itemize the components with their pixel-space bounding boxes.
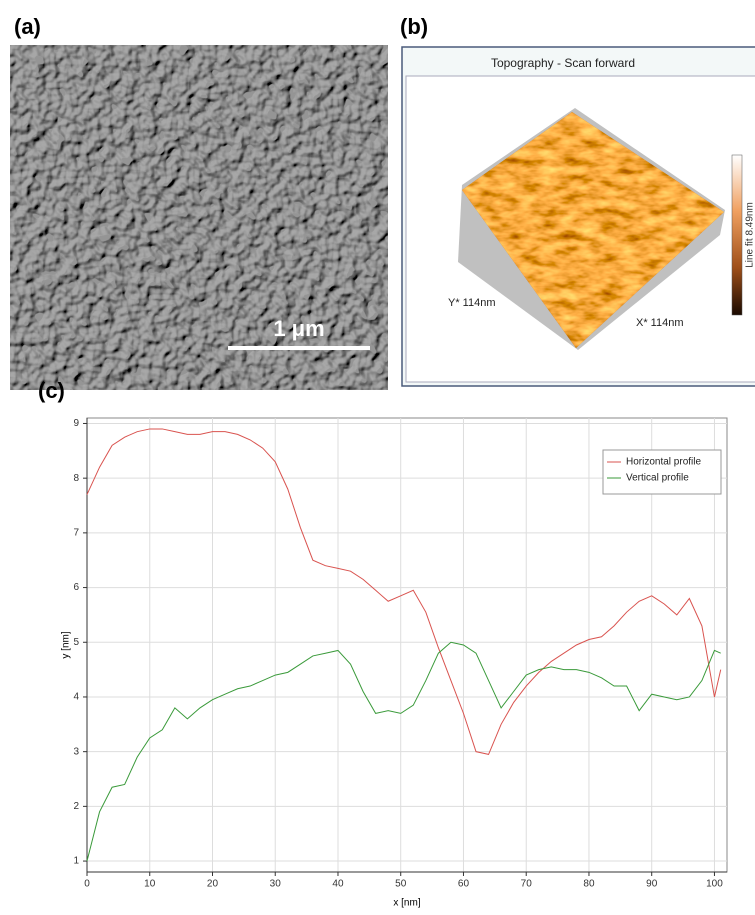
x-tick-label: 90 xyxy=(646,879,658,890)
afm-y-label: Y* 114nm xyxy=(448,297,496,309)
y-tick-label: 8 xyxy=(73,473,79,484)
sem-texture xyxy=(10,45,388,390)
legend-box xyxy=(602,449,722,495)
y-tick-label: 5 xyxy=(73,637,79,648)
x-tick-label: 0 xyxy=(84,879,90,890)
x-tick-label: 80 xyxy=(583,879,595,890)
y-tick-label: 3 xyxy=(73,746,79,757)
x-tick-label: 70 xyxy=(521,879,533,890)
x-axis-label: x [nm] xyxy=(393,898,420,909)
y-tick-label: 9 xyxy=(73,418,79,429)
y-tick-label: 1 xyxy=(73,856,79,867)
panel-label: (c) xyxy=(38,378,65,403)
legend-label: Vertical profile xyxy=(626,473,689,484)
line-chart: 0 10 20 30 40 50 60 70 80 90 100 1 2 3 4 5 6 7 8 9 x [nm] y [… xyxy=(61,417,728,909)
panel-label: (b) xyxy=(400,14,428,39)
line-series xyxy=(86,641,721,862)
colorbar-label: Line fit 8.49nm xyxy=(745,202,755,268)
y-tick-label: 4 xyxy=(73,692,79,703)
y-tick-label: 2 xyxy=(73,801,79,812)
legend-label: Horizontal profile xyxy=(626,457,701,468)
afm-title: Topography - Scan forward xyxy=(491,56,635,70)
afm-x-label: X* 114nm xyxy=(636,317,684,329)
y-tick-label: 6 xyxy=(73,582,79,593)
x-tick-label: 100 xyxy=(706,879,723,890)
x-tick-label: 40 xyxy=(332,879,344,890)
scale-bar-label: 1 μm xyxy=(273,316,324,341)
afm-texture xyxy=(462,112,724,348)
panel-label: (a) xyxy=(14,14,41,39)
x-tick-label: 10 xyxy=(144,879,156,890)
colorbar xyxy=(731,154,743,316)
x-tick-label: 50 xyxy=(395,879,407,890)
x-tick-label: 20 xyxy=(207,879,219,890)
x-tick-label: 60 xyxy=(458,879,470,890)
y-tick-label: 7 xyxy=(73,528,79,539)
x-tick-label: 30 xyxy=(270,879,282,890)
y-axis-label: y [nm] xyxy=(61,631,72,658)
line-series xyxy=(86,428,722,755)
